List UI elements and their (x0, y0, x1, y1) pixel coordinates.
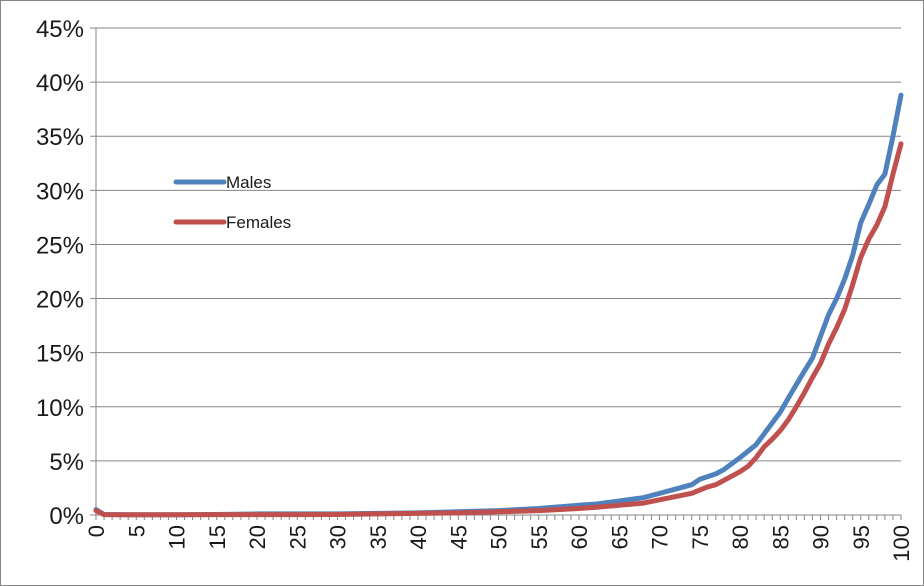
ytick-label-0: 0% (49, 503, 84, 530)
xtick-label-2: 10 (165, 525, 190, 549)
grid-layer (96, 27, 901, 462)
xtick-label-10: 50 (487, 525, 512, 549)
series-line-females (93, 141, 904, 518)
xtick-label-5: 25 (285, 525, 310, 549)
ytick-label-2: 10% (36, 395, 84, 422)
legend-label-females: Females (226, 213, 291, 232)
xtick-label-11: 55 (527, 525, 552, 549)
xtick-label-7: 35 (366, 525, 391, 549)
legend: Males Females (173, 173, 291, 232)
legend-label-males: Males (226, 173, 271, 192)
ytick-label-5: 25% (36, 232, 84, 259)
ytick-label-9: 45% (36, 16, 84, 43)
ytick-label-1: 5% (49, 449, 84, 476)
xtick-label-13: 65 (607, 525, 632, 549)
xtick-label-1: 5 (124, 525, 149, 537)
xtick-label-4: 20 (245, 525, 270, 549)
xtick-label-15: 75 (688, 525, 713, 549)
axis-layer (90, 27, 902, 520)
xtick-label-20: 100 (889, 525, 914, 562)
xtick-label-0: 0 (84, 525, 109, 537)
series-line-males (93, 92, 904, 518)
xtick-label-12: 60 (567, 525, 592, 549)
xtick-label-19: 95 (849, 525, 874, 549)
xtick-label-16: 80 (728, 525, 753, 549)
ytick-label-8: 40% (36, 70, 84, 97)
xtick-label-17: 85 (768, 525, 793, 549)
xtick-label-14: 70 (648, 525, 673, 549)
y-tick-labels: 0% 5% 10% 15% 20% 25% 30% 35% 40% 45% (36, 16, 84, 530)
ytick-label-3: 15% (36, 341, 84, 368)
x-tick-labels: 0 5 10 15 20 25 30 35 40 45 50 55 60 65 70 75 80 85 90 95 10… (84, 525, 914, 562)
ytick-label-7: 35% (36, 124, 84, 151)
xtick-label-3: 15 (205, 525, 230, 549)
xtick-label-8: 40 (406, 525, 431, 549)
xtick-label-9: 45 (446, 525, 471, 549)
ytick-label-4: 20% (36, 287, 84, 314)
series-layer (93, 92, 904, 518)
ytick-label-6: 30% (36, 178, 84, 205)
xtick-label-18: 90 (809, 525, 834, 549)
xtick-label-6: 30 (326, 525, 351, 549)
